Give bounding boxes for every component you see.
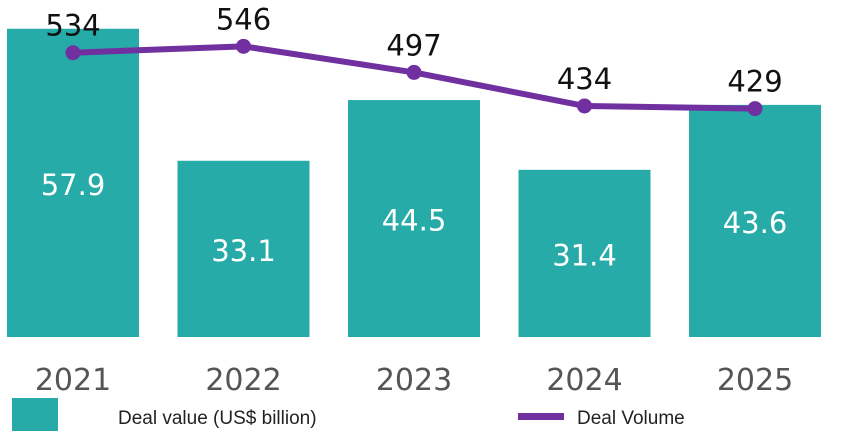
line-point bbox=[406, 64, 422, 80]
legend-label-deal-volume: Deal Volume bbox=[577, 408, 685, 429]
bar bbox=[177, 160, 310, 337]
line-value-label: 546 bbox=[216, 2, 271, 36]
x-tick-label: 2024 bbox=[546, 363, 622, 398]
bar-value-label: 33.1 bbox=[211, 234, 276, 268]
bar bbox=[348, 100, 480, 337]
bar bbox=[518, 169, 651, 337]
x-tick-label: 2023 bbox=[376, 363, 452, 398]
bar-value-label: 44.5 bbox=[382, 204, 447, 238]
line-point bbox=[65, 45, 81, 61]
x-tick-label: 2022 bbox=[205, 363, 281, 398]
x-tick-label: 2025 bbox=[717, 363, 793, 398]
legend-swatch-deal-value bbox=[12, 398, 58, 431]
legend-label-deal-value: Deal value (US$ billion) bbox=[118, 408, 317, 429]
bar-value-label: 57.9 bbox=[41, 168, 106, 202]
line-value-label: 429 bbox=[727, 65, 782, 99]
bar bbox=[689, 104, 821, 337]
bar-value-label: 31.4 bbox=[552, 238, 617, 272]
x-tick-label: 2021 bbox=[35, 363, 111, 398]
legend-swatch-deal-volume bbox=[518, 413, 564, 420]
bar-value-label: 43.6 bbox=[723, 206, 788, 240]
line-point bbox=[747, 101, 763, 117]
line-value-label: 497 bbox=[386, 28, 441, 62]
line-point bbox=[577, 98, 592, 114]
line-value-label: 534 bbox=[45, 9, 100, 43]
line-value-label: 434 bbox=[557, 62, 612, 96]
bar bbox=[7, 28, 139, 338]
line-point bbox=[236, 38, 251, 54]
